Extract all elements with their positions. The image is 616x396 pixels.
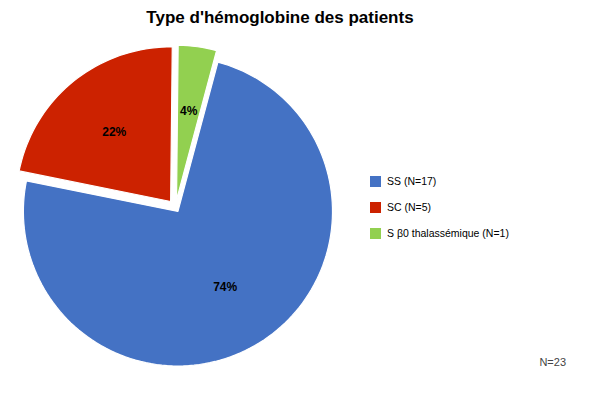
- svg-text:74%: 74%: [213, 280, 237, 294]
- html-text:N=23: N=23: [539, 356, 566, 368]
- html-text:SS (N=17): SS (N=17): [387, 175, 437, 187]
- html-text:S β0 thalassémique (N=1): S β0 thalassémique (N=1): [387, 227, 509, 239]
- html-text:Type d'hémoglobine des patient: Type d'hémoglobine des patients: [146, 8, 414, 27]
- html-text:SC (N=5): SC (N=5): [387, 201, 432, 213]
- svg-text:4%: 4%: [180, 104, 198, 118]
- svg-text:22%: 22%: [102, 125, 126, 139]
